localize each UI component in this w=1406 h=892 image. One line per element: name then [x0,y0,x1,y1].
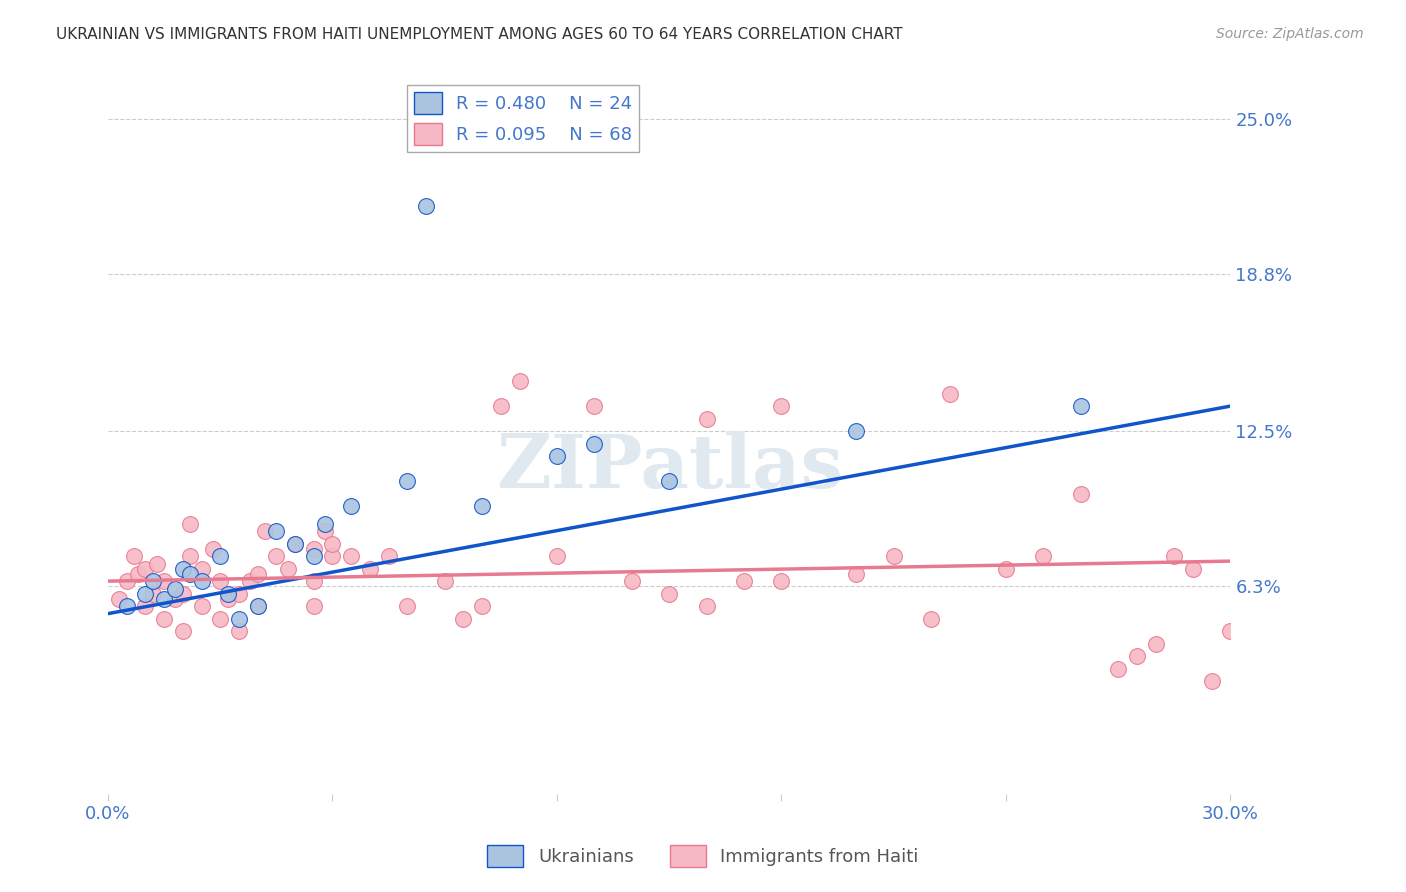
Point [228,624,250,639]
Point [453,612,475,626]
Point [920,612,942,626]
Point [209,574,232,588]
Point [1201,674,1223,689]
Point [939,386,962,401]
Point [1107,662,1129,676]
Point [696,411,718,425]
Point [266,524,288,538]
Point [396,474,419,488]
Point [246,566,269,581]
Point [314,516,336,531]
Point [108,591,131,606]
Point [733,574,755,588]
Point [134,587,156,601]
Point [696,599,718,614]
Point [209,612,232,626]
Point [1163,549,1185,563]
Point [115,599,138,614]
Point [302,599,325,614]
Point [546,449,568,463]
Text: ZIPatlas: ZIPatlas [496,431,842,504]
Point [254,524,277,538]
Point [165,582,187,596]
Point [190,561,212,575]
Point [190,574,212,588]
Point [228,587,250,601]
Point [1070,399,1092,413]
Point [179,516,201,531]
Point [1182,561,1205,575]
Point [583,436,606,450]
Point [620,574,643,588]
Point [340,549,363,563]
Point [122,549,145,563]
Point [127,566,149,581]
Point [1126,649,1149,664]
Point [266,549,288,563]
Point [415,199,437,213]
Point [770,399,793,413]
Point [359,561,381,575]
Point [277,561,299,575]
Point [583,399,606,413]
Point [246,599,269,614]
Point [153,574,176,588]
Point [217,591,239,606]
Point [471,599,494,614]
Point [142,587,165,601]
Point [284,536,307,550]
Point [142,574,165,588]
Point [179,566,201,581]
Point [217,587,239,601]
Point [145,557,167,571]
Legend: Ukrainians, Immigrants from Haiti: Ukrainians, Immigrants from Haiti [479,838,927,874]
Point [302,574,325,588]
Point [1144,637,1167,651]
Point [340,499,363,513]
Point [165,591,187,606]
Point [302,541,325,556]
Legend: R = 0.480    N = 24, R = 0.095    N = 68: R = 0.480 N = 24, R = 0.095 N = 68 [408,85,640,153]
Point [845,566,868,581]
Point [377,549,399,563]
Point [994,561,1017,575]
Point [172,561,194,575]
Point [179,549,201,563]
Point [1070,486,1092,500]
Point [153,591,176,606]
Point [201,541,224,556]
Point [228,612,250,626]
Point [321,549,343,563]
Point [302,549,325,563]
Point [509,374,531,388]
Point [845,424,868,438]
Point [883,549,905,563]
Point [1032,549,1054,563]
Text: Source: ZipAtlas.com: Source: ZipAtlas.com [1216,27,1364,41]
Point [153,612,176,626]
Point [1219,624,1241,639]
Point [658,587,681,601]
Point [134,599,156,614]
Point [471,499,494,513]
Point [284,536,307,550]
Point [209,549,232,563]
Point [172,624,194,639]
Point [546,549,568,563]
Point [115,574,138,588]
Point [396,599,419,614]
Point [239,574,262,588]
Point [172,587,194,601]
Point [314,524,336,538]
Point [489,399,512,413]
Point [190,599,212,614]
Point [770,574,793,588]
Point [134,561,156,575]
Point [433,574,456,588]
Point [246,599,269,614]
Point [321,536,343,550]
Point [658,474,681,488]
Text: UKRAINIAN VS IMMIGRANTS FROM HAITI UNEMPLOYMENT AMONG AGES 60 TO 64 YEARS CORREL: UKRAINIAN VS IMMIGRANTS FROM HAITI UNEMP… [56,27,903,42]
